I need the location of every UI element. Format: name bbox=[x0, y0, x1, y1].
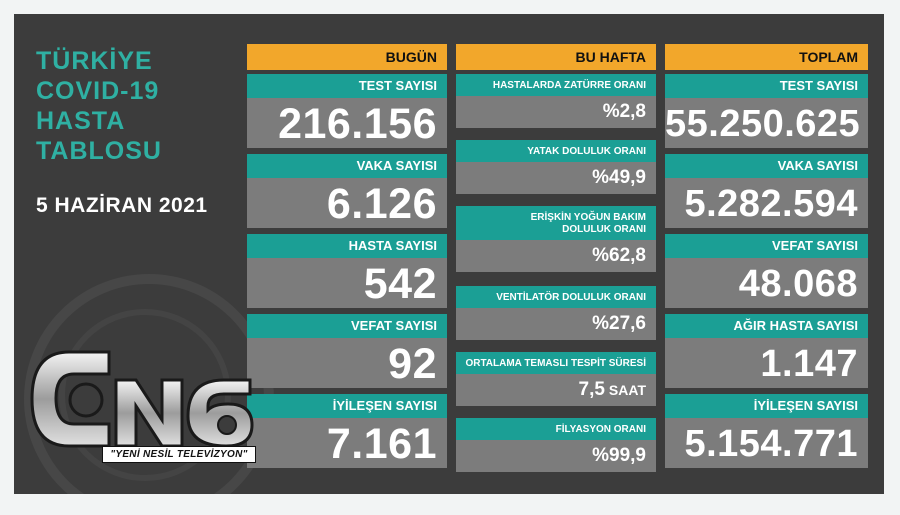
week-contact-time-card: ORTALAMA TEMASLI TESPİT SÜRESİ 7,5 SAAT bbox=[456, 352, 656, 406]
title-line: COVID-19 bbox=[36, 77, 160, 105]
stat-label: VAKA SAYISI bbox=[247, 154, 447, 178]
stat-unit: SAAT bbox=[608, 382, 646, 398]
stat-label: VEFAT SAYISI bbox=[247, 314, 447, 338]
stat-label: İYİLEŞEN SAYISI bbox=[665, 394, 868, 418]
channel-logo bbox=[30, 350, 254, 448]
dashboard-title: TÜRKİYE COVID-19 HASTA TABLOSU bbox=[36, 46, 162, 166]
week-icu-occupancy-card: ERİŞKİN YOĞUN BAKIM DOLULUK ORANI %62,8 bbox=[456, 206, 656, 272]
stat-value: 1.147 bbox=[665, 338, 868, 388]
stat-label: YATAK DOLULUK ORANI bbox=[456, 140, 656, 162]
stat-number: 7,5 bbox=[578, 379, 605, 400]
stat-value: 5.154.771 bbox=[665, 418, 868, 468]
total-case-card: VAKA SAYISI 5.282.594 bbox=[665, 154, 868, 228]
stat-label: HASTA SAYISI bbox=[247, 234, 447, 258]
stat-value: %49,9 bbox=[456, 162, 656, 194]
stat-label: VENTİLATÖR DOLULUK ORANI bbox=[456, 286, 656, 308]
today-patient-card: HASTA SAYISI 542 bbox=[247, 234, 447, 308]
stat-value: %62,8 bbox=[456, 240, 656, 272]
stat-label: TEST SAYISI bbox=[665, 74, 868, 98]
stat-value: 7.161 bbox=[247, 418, 447, 468]
report-date: 5 HAZİRAN 2021 bbox=[36, 194, 208, 217]
stat-value: 55.250.625 bbox=[665, 98, 868, 148]
stat-value: 48.068 bbox=[665, 258, 868, 308]
today-test-card: TEST SAYISI 216.156 bbox=[247, 74, 447, 148]
stat-label: HASTALARDA ZATÜRRE ORANI bbox=[456, 74, 656, 96]
stat-label: İYİLEŞEN SAYISI bbox=[247, 394, 447, 418]
stat-value: 7,5 SAAT bbox=[456, 374, 656, 406]
stat-label: AĞIR HASTA SAYISI bbox=[665, 314, 868, 338]
stat-label: ORTALAMA TEMASLI TESPİT SÜRESİ bbox=[456, 352, 656, 374]
column-header-week: BU HAFTA bbox=[456, 44, 656, 70]
week-ventilator-card: VENTİLATÖR DOLULUK ORANI %27,6 bbox=[456, 286, 656, 340]
column-header-today: BUGÜN bbox=[247, 44, 447, 70]
stat-value: %2,8 bbox=[456, 96, 656, 128]
stat-value: 542 bbox=[247, 258, 447, 308]
total-severe-card: AĞIR HASTA SAYISI 1.147 bbox=[665, 314, 868, 388]
week-pneumonia-card: HASTALARDA ZATÜRRE ORANI %2,8 bbox=[456, 74, 656, 128]
stat-label: ERİŞKİN YOĞUN BAKIM DOLULUK ORANI bbox=[456, 206, 656, 240]
stat-label: VAKA SAYISI bbox=[665, 154, 868, 178]
stat-value: 5.282.594 bbox=[665, 178, 868, 228]
stat-value: 92 bbox=[247, 338, 447, 388]
channel-slogan: "YENİ NESİL TELEVİZYON" bbox=[102, 446, 256, 463]
column-header-total: TOPLAM bbox=[665, 44, 868, 70]
stat-label: FİLYASYON ORANI bbox=[456, 418, 656, 440]
stat-value: 216.156 bbox=[247, 98, 447, 148]
title-line: TÜRKİYE bbox=[36, 47, 153, 75]
title-line: HASTA bbox=[36, 107, 126, 135]
week-filiation-card: FİLYASYON ORANI %99,9 bbox=[456, 418, 656, 472]
today-recovered-card: İYİLEŞEN SAYISI 7.161 bbox=[247, 394, 447, 468]
stat-label: VEFAT SAYISI bbox=[665, 234, 868, 258]
stat-label: TEST SAYISI bbox=[247, 74, 447, 98]
total-test-card: TEST SAYISI 55.250.625 bbox=[665, 74, 868, 148]
week-bed-occupancy-card: YATAK DOLULUK ORANI %49,9 bbox=[456, 140, 656, 194]
today-case-card: VAKA SAYISI 6.126 bbox=[247, 154, 447, 228]
stat-value: %27,6 bbox=[456, 308, 656, 340]
stat-value: %99,9 bbox=[456, 440, 656, 472]
covid-dashboard: TÜRKİYE COVID-19 HASTA TABLOSU 5 HAZİRAN… bbox=[14, 14, 884, 494]
title-line: TABLOSU bbox=[36, 137, 162, 165]
total-death-card: VEFAT SAYISI 48.068 bbox=[665, 234, 868, 308]
total-recovered-card: İYİLEŞEN SAYISI 5.154.771 bbox=[665, 394, 868, 468]
stat-value: 6.126 bbox=[247, 178, 447, 228]
today-death-card: VEFAT SAYISI 92 bbox=[247, 314, 447, 388]
